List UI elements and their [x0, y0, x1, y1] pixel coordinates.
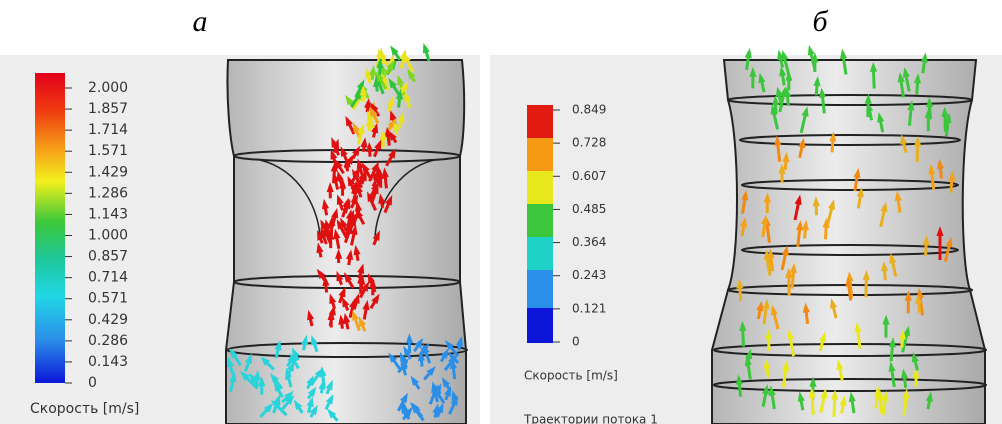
legend-tick-label: 1.571: [88, 143, 128, 159]
legend-tick-label: 0: [88, 375, 97, 391]
legend-tick-label: 1.286: [88, 185, 128, 201]
figure: а б Скорость [m/s] Скорость [m/s] Траект…: [0, 0, 1002, 424]
colorbar-a: [35, 73, 65, 383]
legend-tick-label: 0.143: [88, 354, 128, 370]
legend-tick-label: 0.364: [572, 235, 606, 249]
arrow-head: [808, 45, 815, 56]
legend-tick-label: 0.728: [572, 136, 606, 150]
caption: Траектории потока 1: [523, 413, 658, 424]
legend-tick-label: 1.429: [88, 164, 128, 180]
legend-tick-label: 0.607: [572, 169, 606, 183]
legend-title: Скорость [m/s]: [30, 401, 139, 417]
legend-tick-label: 1.000: [88, 228, 128, 244]
legend-tick-label: 0.714: [88, 270, 128, 286]
legend-tick-label: 1.714: [88, 122, 128, 138]
arrow-head: [423, 43, 430, 54]
colorbar-b: [527, 105, 553, 343]
legend-tick-label: 0.429: [88, 312, 128, 328]
arrow-head: [745, 48, 752, 58]
legend-tick-label: 0: [572, 335, 580, 349]
legend-tick-label: 0.485: [572, 202, 606, 216]
legend-tick-label: 0.243: [572, 268, 606, 282]
arrow-head: [840, 49, 847, 59]
legend-tick-label: 1.857: [88, 101, 128, 117]
panel-label: а: [193, 5, 208, 38]
legend-tick-label: 0.121: [572, 301, 606, 315]
legend-tick-label: 0.857: [88, 249, 128, 265]
legend-tick-label: 0.849: [572, 103, 606, 117]
legend-tick-label: 2.000: [88, 80, 128, 96]
figure-canvas: а б Скорость [m/s] Скорость [m/s] Траект…: [0, 0, 1002, 424]
legend-title: Скорость [m/s]: [524, 369, 618, 383]
legend-tick-label: 0.286: [88, 333, 128, 349]
panel-label: б: [812, 5, 828, 38]
legend-tick-label: 1.143: [88, 206, 128, 222]
legend-tick-label: 0.571: [88, 291, 128, 307]
